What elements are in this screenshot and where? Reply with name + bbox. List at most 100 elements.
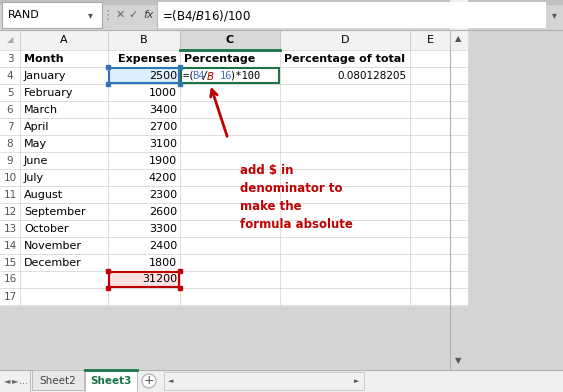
- Text: C: C: [226, 35, 234, 45]
- Text: 2300: 2300: [149, 189, 177, 200]
- Text: February: February: [24, 87, 74, 98]
- Text: B4: B4: [193, 71, 205, 80]
- Text: 17: 17: [3, 292, 17, 301]
- Text: =(B4/$B$16)/100: =(B4/$B$16)/100: [162, 7, 251, 22]
- Text: ✕: ✕: [115, 10, 124, 20]
- Text: July: July: [24, 172, 44, 183]
- Bar: [0, 0, 563, 4]
- Text: ◢: ◢: [7, 36, 14, 45]
- Text: ◄: ◄: [4, 376, 10, 385]
- Text: ✓: ✓: [128, 10, 138, 20]
- Bar: [0, 50, 467, 305]
- Text: A: A: [60, 35, 68, 45]
- Text: D: D: [341, 35, 349, 45]
- Circle shape: [142, 374, 156, 388]
- Text: ►: ►: [12, 376, 18, 385]
- Bar: [450, 0, 467, 30]
- Text: 15: 15: [3, 258, 17, 267]
- Bar: [109, 272, 179, 287]
- Text: May: May: [24, 138, 47, 149]
- Text: ▾: ▾: [88, 10, 92, 20]
- Text: 11: 11: [3, 189, 17, 200]
- Text: ◄: ◄: [168, 378, 174, 384]
- Text: Percentage: Percentage: [184, 53, 255, 64]
- Bar: [106, 269, 110, 273]
- Text: add $ in
denominator to
make the
formula absolute: add $ in denominator to make the formula…: [240, 164, 353, 231]
- Text: 3400: 3400: [149, 105, 177, 114]
- Bar: [164, 372, 364, 390]
- Text: 2400: 2400: [149, 241, 177, 250]
- Bar: [32, 370, 84, 390]
- Text: November: November: [24, 241, 82, 250]
- Text: =(: =(: [183, 71, 195, 80]
- Text: 13: 13: [3, 223, 17, 234]
- Text: March: March: [24, 105, 58, 114]
- Text: 2500: 2500: [149, 71, 177, 80]
- Bar: [109, 68, 179, 83]
- Text: 5: 5: [7, 87, 14, 98]
- Text: 16: 16: [3, 274, 17, 285]
- Bar: [106, 286, 110, 290]
- Text: ▲: ▲: [455, 34, 462, 44]
- Text: Sheet3: Sheet3: [90, 376, 132, 386]
- Text: 12: 12: [3, 207, 17, 216]
- Text: ▾: ▾: [552, 10, 557, 20]
- Text: September: September: [24, 207, 86, 216]
- Bar: [106, 65, 110, 69]
- Text: December: December: [24, 258, 82, 267]
- Text: October: October: [24, 223, 69, 234]
- Text: 1900: 1900: [149, 156, 177, 165]
- Text: 3300: 3300: [149, 223, 177, 234]
- Text: B: B: [140, 35, 148, 45]
- Bar: [178, 82, 182, 86]
- Bar: [0, 30, 467, 50]
- Bar: [158, 2, 546, 28]
- Text: ►: ►: [354, 378, 360, 384]
- Text: $B$: $B$: [206, 69, 215, 82]
- Text: August: August: [24, 189, 63, 200]
- Text: ▼: ▼: [455, 356, 462, 365]
- Text: RAND: RAND: [8, 10, 40, 20]
- Text: 1000: 1000: [149, 87, 177, 98]
- Text: )*100: )*100: [230, 71, 261, 80]
- Text: 10: 10: [3, 172, 16, 183]
- Text: +: +: [144, 374, 154, 388]
- Text: fx: fx: [143, 10, 153, 20]
- Bar: [181, 68, 279, 83]
- Text: E: E: [427, 35, 434, 45]
- Text: 3100: 3100: [149, 138, 177, 149]
- Text: 16: 16: [220, 71, 233, 80]
- Text: 4: 4: [7, 71, 14, 80]
- Text: 1800: 1800: [149, 258, 177, 267]
- Text: ...: ...: [20, 376, 29, 386]
- Text: Sheet2: Sheet2: [39, 376, 77, 386]
- Bar: [178, 65, 182, 69]
- Bar: [180, 30, 280, 50]
- Text: 6: 6: [7, 105, 14, 114]
- Bar: [178, 286, 182, 290]
- Text: June: June: [24, 156, 48, 165]
- Text: 2600: 2600: [149, 207, 177, 216]
- Text: Expenses: Expenses: [118, 53, 177, 64]
- Bar: [0, 370, 563, 392]
- Bar: [85, 370, 137, 392]
- Text: 31200: 31200: [142, 274, 177, 285]
- Bar: [178, 269, 182, 273]
- Text: 31200: 31200: [142, 274, 177, 285]
- Text: 3: 3: [7, 53, 14, 64]
- Text: Month: Month: [24, 53, 64, 64]
- Text: 2500: 2500: [149, 71, 177, 80]
- Text: 4200: 4200: [149, 172, 177, 183]
- Bar: [2, 2, 102, 28]
- Text: 8: 8: [7, 138, 14, 149]
- Text: January: January: [24, 71, 66, 80]
- Text: Percentage of total: Percentage of total: [284, 53, 405, 64]
- Text: 7: 7: [7, 122, 14, 131]
- Text: ⋮: ⋮: [102, 9, 114, 22]
- Bar: [106, 82, 110, 86]
- Text: /: /: [202, 71, 208, 80]
- Text: April: April: [24, 122, 50, 131]
- Text: 9: 9: [7, 156, 14, 165]
- Text: 14: 14: [3, 241, 17, 250]
- Text: 0.080128205: 0.080128205: [338, 71, 407, 80]
